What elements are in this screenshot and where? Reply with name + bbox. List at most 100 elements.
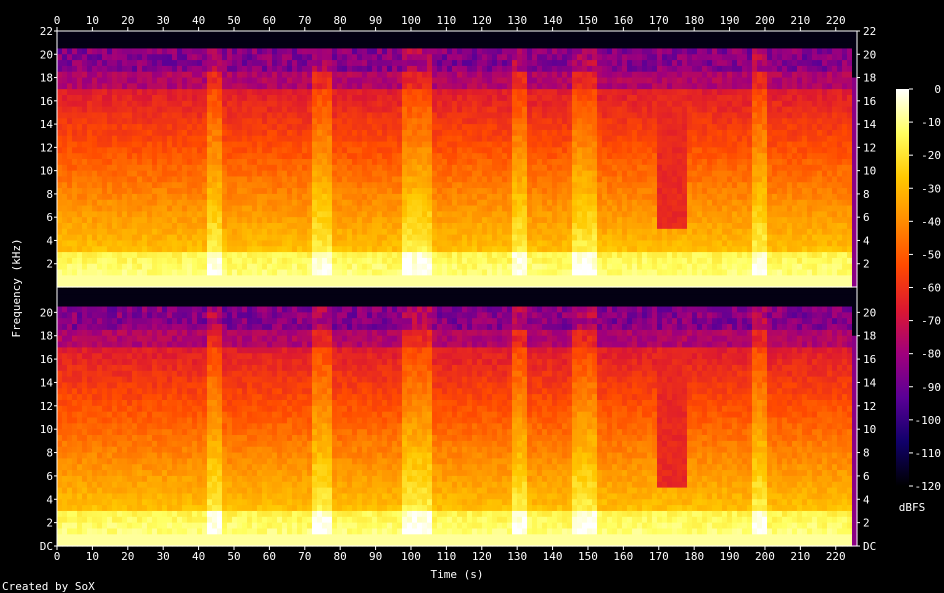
spectrogram-cell [527,95,533,102]
spectrogram-cell [507,263,513,271]
spectrogram-cell [502,147,508,154]
spectrogram-cell [452,60,458,67]
spectrogram-cell [477,223,483,230]
spectrogram-cell [307,71,313,79]
spectrogram-cell [207,217,213,224]
spectrogram-cell [372,77,378,84]
spectrogram-cell [62,112,68,119]
spectrogram-cell [537,124,543,131]
spectrogram-cell [222,118,228,125]
spectrogram-cell [567,48,573,55]
spectrogram-cell [252,246,258,253]
spectrogram-cell [127,234,133,242]
spectrogram-cell [602,60,608,67]
spectrogram-cell [377,147,383,154]
spectrogram-cell [577,141,583,148]
spectrogram-cell [317,31,323,38]
spectrogram-cell [487,71,493,79]
spectrogram-cell [142,118,148,125]
spectrogram-cell [112,129,118,137]
spectrogram-cell [467,31,473,38]
spectrogram-cell [572,217,578,224]
spectrogram-cell [197,48,203,55]
spectrogram-cell [232,77,238,84]
spectrogram-cell [332,71,338,79]
spectrogram-cell [377,77,383,84]
spectrogram-cell [537,129,543,137]
spectrogram-cell [472,281,478,288]
spectrogram-cell [282,77,288,84]
spectrogram-cell [162,246,168,253]
spectrogram-cell [192,106,198,114]
spectrogram-cell [377,217,383,224]
spectrogram-cell [122,182,128,189]
spectrogram-cell [452,118,458,125]
spectrogram-cell [277,112,283,119]
spectrogram-cell [352,252,358,259]
spectrogram-cell [372,263,378,271]
spectrogram-cell [587,100,593,108]
spectrogram-cell [452,106,458,114]
spectrogram-cell [377,95,383,102]
spectrogram-cell [437,124,443,131]
spectrogram-cell [97,246,103,253]
spectrogram-cell [317,153,323,160]
spectrogram-cell [197,54,203,61]
spectrogram-cell [597,269,603,276]
spectrogram-cell [307,147,313,154]
spectrogram-cell [167,31,173,38]
spectrogram-cell [82,135,88,143]
spectrogram-cell [427,257,433,265]
spectrogram-cell [462,164,468,172]
spectrogram-cell [352,71,358,79]
spectrogram-cell [547,275,553,282]
spectrogram-cell [617,176,623,183]
spectrogram-cell [617,60,623,67]
spectrogram-cell [267,211,273,218]
spectrogram-cell [132,159,138,166]
spectrogram-cell [412,269,418,276]
spectrogram-cell [197,106,203,114]
spectrogram-cell [552,275,558,282]
spectrogram-cell [112,246,118,253]
spectrogram-cell [472,257,478,265]
spectrogram-cell [542,182,548,189]
spectrogram-cell [282,164,288,172]
spectrogram-cell [302,269,308,276]
spectrogram-cell [452,31,458,38]
spectrogram-cell [577,257,583,265]
spectrogram-cell [392,234,398,242]
spectrogram-cell [602,193,608,201]
spectrogram-cell [537,193,543,201]
spectrogram-cell [352,159,358,166]
spectrogram-cell [317,147,323,154]
spectrogram-cell [282,199,288,207]
spectrogram-cell [592,42,598,50]
spectrogram-cell [362,42,368,50]
spectrogram-cell [127,240,133,247]
spectrogram-cell [72,118,78,125]
spectrogram-cell [597,118,603,125]
spectrogram-cell [542,129,548,137]
spectrogram-cell [267,95,273,102]
spectrogram-cell [247,205,253,212]
spectrogram-cell [132,36,138,44]
spectrogram-cell [387,147,393,154]
spectrogram-cell [392,141,398,148]
spectrogram-cell [542,275,548,282]
spectrogram-cell [342,129,348,137]
spectrogram-cell [467,141,473,148]
spectrogram-cell [312,106,318,114]
spectrogram-cell [617,129,623,137]
spectrogram-cell [102,275,108,282]
spectrogram-cell [122,234,128,242]
spectrogram-cell [527,48,533,55]
spectrogram-cell [272,153,278,160]
spectrogram-cell [277,193,283,201]
spectrogram-cell [532,205,538,212]
spectrogram-cell [367,164,373,172]
spectrogram-cell [382,246,388,253]
spectrogram-cell [427,205,433,212]
spectrogram-cell [162,112,168,119]
spectrogram-cell [152,240,158,247]
